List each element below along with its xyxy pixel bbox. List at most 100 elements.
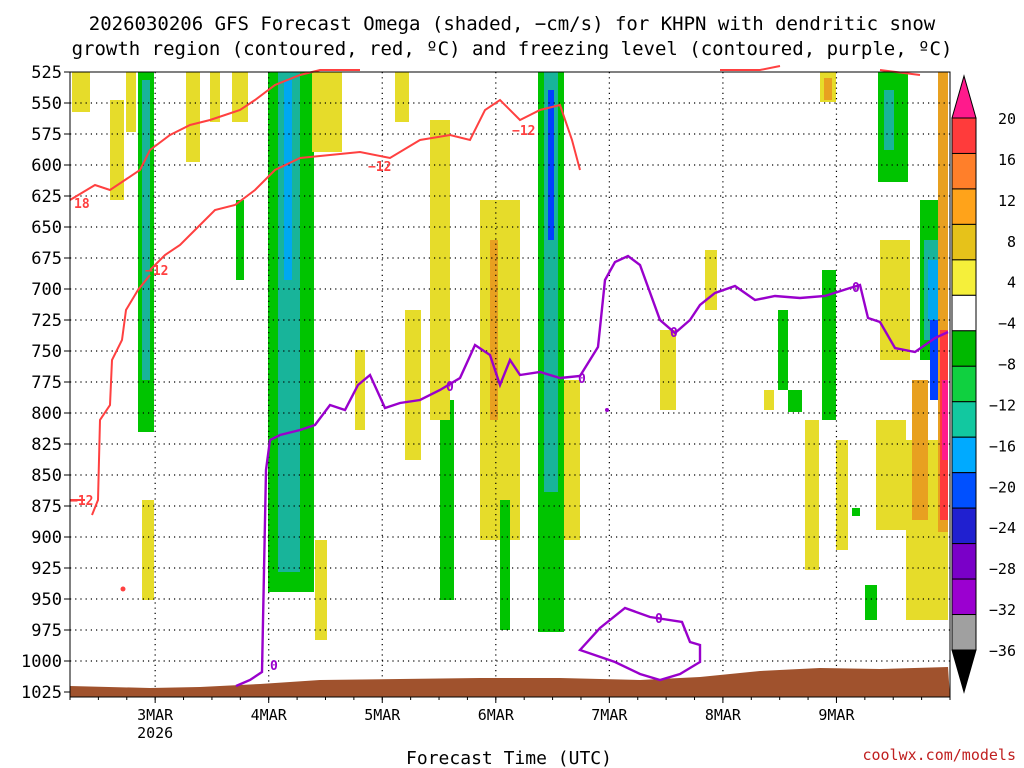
omega-shade-yellow: [395, 72, 409, 122]
y-tick-label: 825: [31, 435, 62, 455]
dendritic-contour-line: [91, 274, 151, 516]
y-tick-label: 700: [31, 280, 62, 300]
y-tick-label: 600: [31, 156, 62, 176]
colorbar-swatch: [951, 401, 977, 438]
y-tick-label: 525: [31, 63, 62, 83]
contour-label-freezing: 0: [578, 372, 586, 387]
y-tick-label: 975: [31, 621, 62, 641]
omega-shade-green: [788, 390, 802, 412]
omega-shade-yellow: [210, 72, 220, 122]
colorbar-label: −20: [989, 478, 1016, 496]
colorbar-top-arrow: [951, 74, 977, 119]
x-tick-label: 4MAR: [251, 706, 288, 724]
omega-shade-orange: [490, 240, 498, 420]
dendritic-contour-line: [69, 69, 360, 201]
omega-shade-magenta: [942, 380, 948, 460]
omega-shade-yellow: [72, 72, 90, 112]
contour-label-dendritic: −12: [70, 494, 93, 509]
x-tick-label: 5MAR: [364, 706, 401, 724]
omega-shade-yellow: [126, 72, 136, 132]
contour-label-dendritic: −12: [512, 124, 535, 139]
dendritic-contour-line: [149, 98, 581, 271]
omega-shade-yellow: [836, 440, 848, 550]
y-axis: 525 550 575 600 625 650 675 700 725 750 775 800 825 8…: [21, 63, 70, 703]
omega-shade-yellow: [405, 310, 421, 460]
colorbar-label: −32: [989, 601, 1016, 619]
omega-shade-yellow: [564, 380, 580, 540]
omega-shade-yellow: [186, 72, 200, 162]
colorbar-label: 16: [998, 151, 1016, 169]
omega-shade-green: [500, 500, 510, 630]
plot-area: 18 −12 −12 −12 −12 0 0 0 0 0 0: [69, 65, 951, 698]
colorbar-swatch: [951, 578, 977, 616]
omega-shade-green: [440, 400, 454, 600]
omega-shade-green: [822, 270, 836, 420]
freezing-level-dot: [605, 408, 609, 412]
y-tick-label: 800: [31, 404, 62, 424]
omega-shade-teal: [544, 72, 558, 492]
omega-shade-orange: [824, 78, 832, 100]
y-tick-label: 1000: [21, 652, 62, 672]
omega-shade-yellow: [880, 240, 910, 360]
omega-shade-teal: [142, 80, 150, 380]
omega-shade-orange: [912, 380, 928, 520]
omega-shade-blue: [930, 320, 938, 400]
contour-label-freezing: 0: [446, 380, 454, 395]
freezing-level-contour: [235, 254, 949, 688]
omega-shade-yellow: [355, 350, 365, 430]
y-tick-label: 650: [31, 218, 62, 238]
colorbar-swatch: [951, 117, 977, 154]
y-tick-label: 550: [31, 94, 62, 114]
y-tick-label: 675: [31, 249, 62, 269]
contour-label-dendritic: −12: [368, 160, 391, 175]
omega-shade-green: [236, 200, 244, 280]
colorbar-swatch: [951, 365, 977, 403]
title-line-2: growth region (contoured, red, ºC) and f…: [72, 38, 953, 60]
colorbar-label: −24: [989, 519, 1016, 537]
dendritic-dot: [120, 586, 126, 592]
omega-shade-green: [865, 585, 877, 620]
omega-shade-teal: [884, 90, 894, 150]
y-tick-label: 900: [31, 528, 62, 548]
colorbar-label: −4: [998, 315, 1016, 333]
colorbar-label: −36: [989, 642, 1016, 660]
y-tick-label: 850: [31, 466, 62, 486]
colorbar-swatch: [951, 223, 977, 261]
colorbar-swatch: [951, 188, 977, 225]
contour-label-freezing: 0: [655, 612, 663, 627]
omega-shading: [72, 72, 948, 640]
terrain-fill: [70, 667, 950, 697]
x-tick-label: 3MAR: [137, 706, 174, 724]
omega-shade-yellow: [232, 72, 248, 122]
y-tick-label: 1025: [21, 683, 62, 703]
contour-label-freezing: 0: [852, 281, 860, 296]
colorbar-label: 4: [1007, 274, 1016, 292]
x-axis-title: Forecast Time (UTC): [406, 748, 612, 768]
omega-shade-green: [852, 508, 860, 516]
omega-shade-yellow: [876, 420, 906, 530]
credit-text: coolwx.com/models: [862, 746, 1016, 764]
title-line-1: 2026030206 GFS Forecast Omega (shaded, −…: [89, 13, 936, 35]
omega-shade-yellow: [480, 200, 520, 540]
omega-shade-yellow: [805, 420, 819, 570]
colorbar-swatch: [951, 259, 977, 296]
omega-shade-yellow: [430, 120, 450, 420]
y-tick-label: 875: [31, 497, 62, 517]
contour-label-freezing: 0: [270, 659, 278, 674]
x-tick-label: 8MAR: [705, 706, 742, 724]
omega-shade-cyan: [284, 80, 292, 280]
colorbar: 20 16 12 8 4 −4 −8 −12 −16 −20 −24 −28 −32 −36: [951, 74, 1016, 694]
x-tick-sublabel: 2026: [137, 724, 173, 742]
omega-shade-yellow: [110, 100, 124, 200]
colorbar-label: −28: [989, 560, 1016, 578]
y-tick-label: 575: [31, 125, 62, 145]
contour-label-dendritic: 18: [74, 197, 90, 212]
omega-shade-cyan: [928, 260, 938, 320]
omega-shade-green: [778, 310, 788, 390]
colorbar-swatch: [951, 507, 977, 545]
colorbar-label: −16: [989, 437, 1016, 455]
colorbar-bottom-arrow: [951, 649, 977, 694]
y-tick-label: 925: [31, 559, 62, 579]
